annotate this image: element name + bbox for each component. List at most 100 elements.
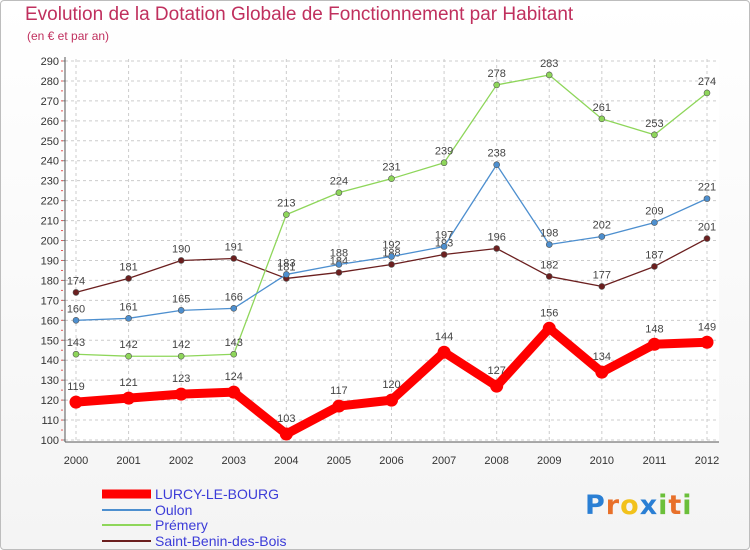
data-point bbox=[283, 211, 290, 218]
x-tick-label: 2003 bbox=[222, 455, 246, 467]
y-tick-label: 100 bbox=[41, 435, 59, 447]
data-label: 119 bbox=[67, 381, 85, 393]
data-point bbox=[122, 391, 136, 405]
data-label: 134 bbox=[593, 351, 611, 363]
data-label: 156 bbox=[540, 307, 558, 319]
data-label: 231 bbox=[382, 162, 400, 174]
data-point bbox=[125, 275, 132, 282]
data-point bbox=[332, 399, 346, 413]
y-tick-label: 180 bbox=[41, 275, 59, 287]
data-label: 149 bbox=[698, 321, 716, 333]
y-tick-label: 170 bbox=[41, 295, 59, 307]
y-tick-label: 230 bbox=[41, 176, 59, 188]
data-label: 188 bbox=[330, 247, 348, 259]
chart-title: Evolution de la Dotation Globale de Fonc… bbox=[25, 4, 574, 25]
data-point bbox=[283, 271, 290, 278]
y-tick-label: 200 bbox=[41, 236, 59, 248]
data-label: 120 bbox=[382, 379, 400, 391]
data-label: 197 bbox=[435, 230, 453, 242]
y-tick-label: 150 bbox=[41, 335, 59, 347]
y-tick-label: 250 bbox=[41, 136, 59, 148]
data-label: 142 bbox=[172, 339, 190, 351]
y-tick-label: 240 bbox=[41, 156, 59, 168]
y-tick-label: 220 bbox=[41, 196, 59, 208]
data-point bbox=[72, 317, 80, 324]
data-point bbox=[595, 365, 609, 379]
x-tick-label: 2005 bbox=[327, 455, 351, 467]
data-point bbox=[125, 315, 132, 322]
data-label: 274 bbox=[698, 76, 716, 88]
data-point bbox=[174, 387, 188, 401]
data-point bbox=[700, 335, 714, 349]
data-point bbox=[437, 345, 451, 359]
x-tick-label: 2009 bbox=[537, 455, 561, 467]
legend-label: Prémery bbox=[155, 517, 208, 533]
data-point bbox=[703, 89, 711, 97]
logo-letter: i bbox=[658, 490, 669, 521]
y-tick-label: 260 bbox=[41, 116, 59, 128]
data-label: 143 bbox=[225, 337, 243, 349]
x-tick-label: 2001 bbox=[116, 455, 140, 467]
data-point bbox=[651, 219, 658, 226]
data-label: 183 bbox=[277, 257, 295, 269]
logo-letter: x bbox=[639, 490, 659, 521]
data-point bbox=[545, 241, 553, 248]
data-label: 148 bbox=[645, 323, 663, 335]
data-label: 201 bbox=[698, 222, 716, 234]
data-point bbox=[651, 263, 658, 270]
y-tick-label: 120 bbox=[41, 395, 59, 407]
data-point bbox=[490, 379, 504, 393]
data-label: 187 bbox=[645, 249, 663, 261]
x-tick-label: 2000 bbox=[64, 455, 88, 467]
data-label: 181 bbox=[119, 261, 137, 273]
logo-letter: i bbox=[682, 490, 693, 521]
y-tick-label: 110 bbox=[41, 415, 59, 427]
data-point bbox=[493, 81, 500, 89]
data-label: 174 bbox=[67, 275, 85, 287]
data-label: 177 bbox=[593, 269, 611, 281]
data-label: 103 bbox=[277, 413, 295, 425]
data-point bbox=[72, 289, 80, 296]
legend-label: Saint-Benin-des-Bois bbox=[155, 533, 287, 549]
data-point bbox=[545, 71, 553, 79]
data-point bbox=[335, 261, 343, 268]
x-tick-label: 2012 bbox=[695, 455, 719, 467]
data-point bbox=[230, 255, 238, 262]
data-label: 198 bbox=[540, 228, 558, 240]
y-tick-label: 190 bbox=[41, 255, 59, 267]
data-label: 213 bbox=[277, 198, 295, 210]
y-tick-label: 290 bbox=[41, 56, 59, 68]
data-label: 143 bbox=[67, 337, 85, 349]
data-point bbox=[545, 273, 553, 280]
y-tick-label: 270 bbox=[41, 96, 59, 108]
data-point bbox=[703, 195, 711, 202]
data-label: 124 bbox=[225, 371, 243, 383]
data-label: 144 bbox=[435, 331, 453, 343]
data-point bbox=[335, 189, 343, 196]
data-point bbox=[493, 161, 500, 169]
data-label: 190 bbox=[172, 243, 190, 255]
data-point bbox=[598, 233, 606, 240]
logo-letter: o bbox=[620, 490, 640, 521]
data-label: 181 bbox=[277, 261, 295, 273]
data-label: 127 bbox=[487, 365, 505, 377]
data-point bbox=[598, 283, 606, 290]
data-label: 192 bbox=[382, 239, 400, 251]
data-label: 182 bbox=[540, 259, 558, 271]
data-point bbox=[125, 352, 132, 360]
data-label: 121 bbox=[119, 377, 137, 389]
x-tick-label: 2010 bbox=[590, 455, 614, 467]
logo-letter: P bbox=[585, 490, 606, 521]
x-tick-label: 2006 bbox=[379, 455, 403, 467]
data-point bbox=[703, 235, 711, 242]
data-label: 123 bbox=[172, 373, 190, 385]
y-tick-label: 210 bbox=[41, 216, 59, 228]
data-point bbox=[385, 393, 398, 407]
legend-label: LURCY-LE-BOURG bbox=[155, 486, 279, 502]
data-label: 278 bbox=[487, 68, 505, 80]
data-label: 191 bbox=[225, 241, 243, 253]
data-point bbox=[493, 245, 500, 252]
data-label: 161 bbox=[119, 301, 137, 313]
x-tick-label: 2008 bbox=[484, 455, 508, 467]
